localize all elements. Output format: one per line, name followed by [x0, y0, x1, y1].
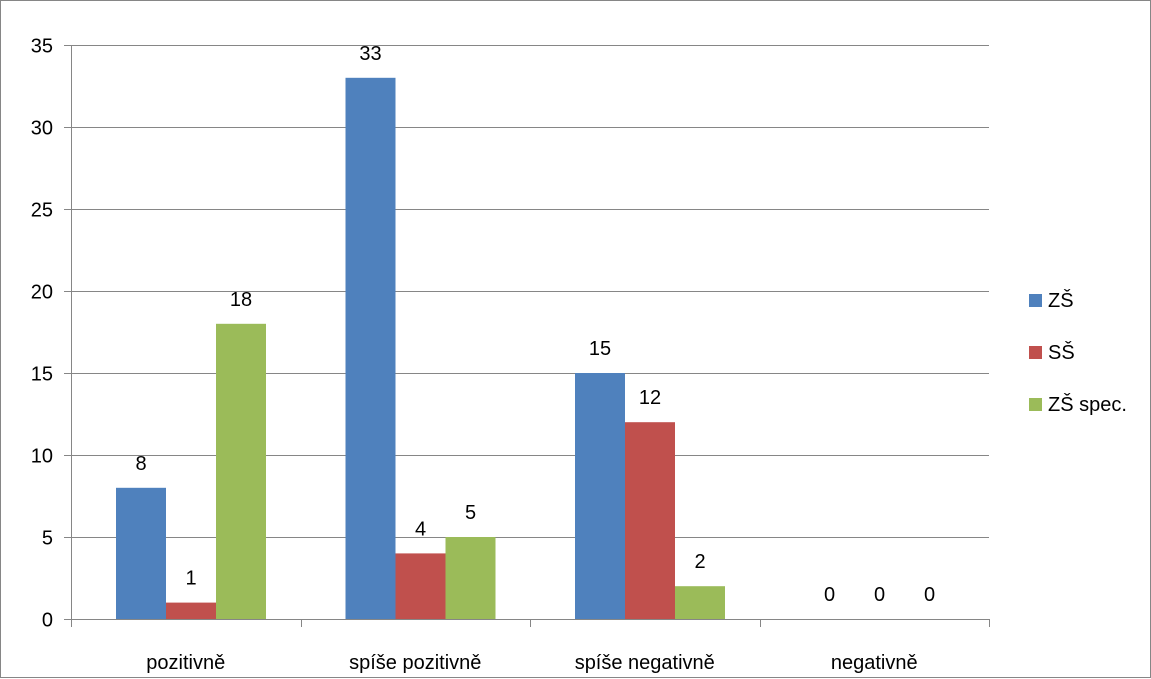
- bar-s: [166, 602, 216, 619]
- y-tick-label: 35: [31, 36, 53, 58]
- data-label: 1: [185, 568, 196, 590]
- bar-z-spec: [675, 586, 725, 619]
- legend: ZŠ SŠ ZŠ spec.: [1029, 289, 1127, 416]
- data-label: 0: [824, 584, 835, 606]
- legend-label: ZŠ: [1048, 289, 1074, 312]
- y-tick-label: 10: [31, 446, 53, 468]
- x-tick-label: pozitivně: [146, 652, 225, 674]
- bar-z: [345, 77, 396, 620]
- legend-swatch: [1029, 398, 1042, 411]
- bar-s: [395, 553, 446, 619]
- data-label: 0: [924, 584, 935, 606]
- data-label: 33: [359, 43, 381, 65]
- y-tick-label: 15: [31, 364, 53, 386]
- data-label: 12: [639, 387, 661, 409]
- data-label: 18: [230, 289, 252, 311]
- gridlines: [71, 45, 989, 538]
- y-tick-label: 5: [42, 528, 53, 550]
- data-label: 15: [589, 338, 611, 360]
- data-label: 8: [135, 453, 146, 475]
- bar-z: [116, 487, 166, 619]
- bars: [116, 77, 725, 620]
- bar-z-spec: [216, 323, 266, 619]
- data-label: 4: [415, 518, 426, 540]
- data-labels: 8 1 18 33 4 5 15 12 2 0 0 0: [135, 43, 935, 606]
- legend-label: ZŠ spec.: [1048, 393, 1127, 416]
- data-label: 5: [465, 502, 476, 524]
- x-tick-label: spíše pozitivně: [349, 652, 481, 674]
- data-label: 2: [694, 551, 705, 573]
- data-label: 0: [874, 584, 885, 606]
- y-tick-label: 30: [31, 118, 53, 140]
- legend-label: SŠ: [1048, 341, 1075, 364]
- bar-z: [575, 373, 625, 619]
- x-tick-label: negativně: [831, 652, 918, 674]
- bar-z-spec: [445, 537, 496, 619]
- y-tick-label: 25: [31, 200, 53, 222]
- legend-swatch: [1029, 346, 1042, 359]
- y-tick-label: 20: [31, 282, 53, 304]
- legend-swatch: [1029, 294, 1042, 307]
- x-tick-label: spíše negativně: [575, 652, 715, 674]
- bar-s: [625, 422, 675, 619]
- y-tick-label: 0: [42, 610, 53, 632]
